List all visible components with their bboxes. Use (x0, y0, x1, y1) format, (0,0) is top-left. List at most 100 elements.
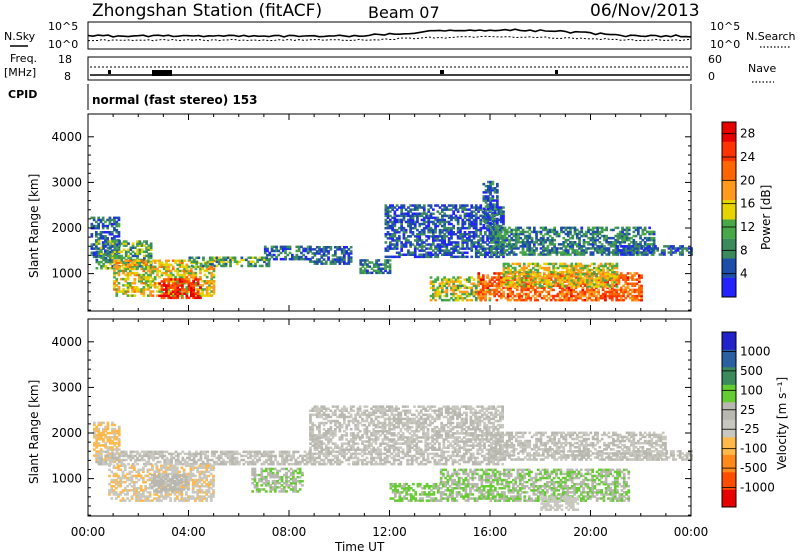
heatmap-cell (349, 252, 353, 255)
heatmap-cell (463, 286, 467, 290)
heatmap-cell (97, 250, 101, 254)
heatmap-cell (422, 222, 426, 226)
heatmap-cell (176, 290, 180, 293)
heatmap-cell (441, 204, 444, 207)
heatmap-cell (583, 298, 587, 302)
heatmap-cell (427, 235, 431, 238)
heatmap-cell (591, 236, 595, 240)
heatmap-cell (612, 249, 615, 252)
heatmap-cell (472, 243, 476, 246)
heatmap-cell (347, 262, 351, 265)
heatmap-cell (411, 251, 415, 254)
heatmap-cell (548, 253, 552, 256)
heatmap-cell (267, 262, 271, 266)
heatmap-cell (547, 272, 551, 276)
heatmap-cell (434, 237, 437, 240)
heatmap-cell (122, 288, 125, 291)
heatmap-cell (95, 444, 98, 447)
cpid-panel: CPID normal (fast stereo) 153 (8, 84, 692, 110)
heatmap-cell (441, 288, 444, 292)
heatmap-cell (622, 292, 625, 296)
heatmap-cell (154, 450, 157, 454)
heatmap-cell (581, 288, 585, 292)
heatmap-cell (113, 431, 117, 435)
heatmap-cell (158, 282, 161, 285)
heatmap-cell (165, 286, 168, 289)
heatmap-cell (568, 268, 571, 272)
heatmap-cell (113, 442, 117, 445)
heatmap-cell (618, 234, 622, 238)
heatmap-cell (393, 222, 397, 226)
heatmap-cell (495, 284, 499, 288)
heatmap-cell (122, 462, 126, 466)
heatmap-cell (622, 274, 625, 277)
heatmap-cell (167, 280, 171, 283)
heatmap-cell (138, 454, 142, 458)
heatmap-cell (196, 294, 200, 298)
heatmap-cell (247, 456, 250, 460)
heatmap-cell (244, 454, 248, 458)
heatmap-cell (540, 296, 544, 300)
heatmap-cell (190, 458, 194, 462)
heatmap-cell (488, 290, 492, 294)
heatmap-cell (104, 462, 108, 466)
heatmap-cell (165, 294, 168, 298)
heatmap-cell (171, 259, 175, 262)
heatmap-cell (463, 296, 467, 300)
heatmap-cell (445, 286, 449, 290)
heatmap-cell (468, 214, 471, 218)
heatmap-cell (149, 294, 152, 297)
heatmap-cell (210, 458, 214, 462)
heatmap-cell (521, 247, 525, 250)
heatmap-cell (565, 275, 569, 278)
heatmap-cell (117, 452, 121, 455)
heatmap-cell (522, 274, 526, 277)
heatmap-cell (516, 279, 519, 282)
heatmap-cell (470, 247, 474, 250)
heatmap-cell (238, 260, 241, 264)
heatmap-cell (111, 448, 114, 451)
freq-left-tick-bottom: 8 (64, 70, 71, 83)
heatmap-cell (199, 450, 203, 454)
heatmap-cell (420, 206, 424, 209)
heatmap-cell (242, 258, 246, 262)
heatmap-cell (420, 233, 424, 236)
heatmap-cell (402, 212, 406, 215)
heatmap-cell (208, 284, 211, 287)
heatmap-cell (562, 249, 566, 252)
heatmap-cell (111, 421, 114, 425)
heatmap-cell (97, 226, 100, 230)
heatmap-cell (561, 294, 564, 298)
heatmap-cell (411, 222, 415, 226)
heatmap-cell (212, 275, 216, 279)
heatmap-cell (652, 236, 656, 240)
heatmap-cell (468, 276, 471, 279)
heatmap-cell (622, 245, 626, 248)
heatmap-cell (530, 236, 534, 240)
heatmap-cell (265, 262, 269, 266)
heatmap-cell (565, 298, 569, 302)
heatmap-cell (452, 249, 455, 252)
heatmap-cell (527, 279, 531, 282)
heatmap-cell (190, 260, 194, 264)
heatmap-cell (508, 245, 511, 248)
heatmap-cell (595, 296, 598, 300)
heatmap-cell (452, 206, 455, 209)
heatmap-cell (504, 270, 508, 274)
heatmap-cell (124, 277, 128, 281)
heatmap-cell (324, 250, 328, 253)
heatmap-cell (270, 253, 274, 257)
heatmap-cell (493, 199, 497, 202)
heatmap-cell (623, 241, 627, 244)
heatmap-cell (569, 241, 572, 244)
heatmap-cell (269, 456, 273, 460)
heatmap-cell (569, 245, 572, 248)
heatmap-cell (484, 292, 487, 296)
heatmap-cell (595, 285, 598, 288)
heatmap-cell (560, 251, 563, 254)
heatmap-cell (477, 276, 481, 279)
heatmap-cell (281, 450, 284, 454)
heatmap-cell (110, 218, 114, 222)
heatmap-cell (470, 212, 474, 215)
heatmap-cell (122, 452, 126, 456)
